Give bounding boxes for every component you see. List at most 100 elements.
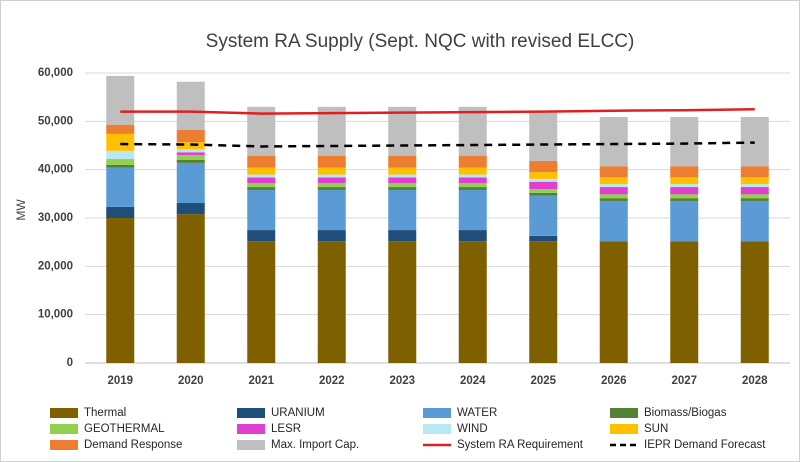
y-tick-label: 40,000	[38, 164, 73, 176]
bar-segment	[317, 177, 346, 184]
bar-segment	[458, 241, 487, 363]
y-tick-label: 30,000	[38, 212, 73, 224]
bar-segment	[670, 166, 699, 178]
bar-segment	[529, 112, 558, 161]
x-tick-label: 2023	[389, 375, 415, 387]
bar-segment	[740, 194, 769, 199]
bar-segment	[670, 184, 699, 188]
bar-segment	[106, 150, 135, 160]
bar-segment	[388, 241, 417, 363]
bar-segment	[106, 167, 135, 207]
bar-segment	[599, 177, 628, 185]
y-tick-label: 50,000	[38, 115, 73, 127]
bar-segment	[529, 181, 558, 189]
bar-segment	[317, 174, 346, 178]
bar-segment	[106, 206, 135, 218]
bar-segment	[317, 187, 346, 190]
bar-segment	[740, 184, 769, 188]
bar-segment	[247, 174, 276, 178]
bar-segment	[599, 166, 628, 178]
x-tick-label: 2025	[530, 375, 556, 387]
bar-segment	[106, 124, 135, 134]
bar-segment	[458, 189, 487, 231]
bar-segment	[388, 230, 417, 242]
legend-swatch	[50, 424, 78, 434]
bar-segment	[176, 160, 205, 163]
x-tick-label: 2027	[671, 375, 697, 387]
bar-segment	[458, 187, 487, 190]
bar-segment	[176, 152, 205, 156]
legend-label: Max. Import Cap.	[271, 439, 359, 451]
legend-label: URANIUM	[271, 407, 325, 419]
bar-segment	[317, 189, 346, 231]
x-tick-label: 2022	[319, 375, 345, 387]
bar-segment	[388, 189, 417, 231]
legend-label: GEOTHERMAL	[84, 423, 165, 435]
y-tick-label: 60,000	[38, 67, 73, 79]
bar-segment	[106, 75, 135, 125]
bar-segment	[317, 230, 346, 242]
bar-segment	[599, 184, 628, 188]
x-tick-label: 2026	[601, 375, 627, 387]
bar-segment	[458, 177, 487, 184]
legend-swatch	[237, 440, 265, 450]
legend-swatch	[423, 424, 451, 434]
chart-title: System RA Supply (Sept. NQC with revised…	[206, 31, 635, 52]
legend-label: Biomass/Biogas	[644, 407, 727, 419]
x-tick-label: 2019	[107, 375, 133, 387]
bar-segment	[670, 201, 699, 242]
bar-segment	[247, 187, 276, 190]
bar-segment	[247, 189, 276, 231]
bar-segment	[670, 116, 699, 167]
y-tick-label: 10,000	[38, 309, 73, 321]
bar-segment	[599, 116, 628, 167]
bar-segment	[317, 183, 346, 188]
x-tick-label: 2024	[460, 375, 486, 387]
bar-segment	[458, 174, 487, 178]
bar-segment	[529, 241, 558, 363]
bar-segment	[458, 183, 487, 188]
bar-segment	[529, 189, 558, 193]
legend-label: System RA Requirement	[457, 439, 584, 451]
bar-segment	[740, 187, 769, 195]
legend-label: Demand Response	[84, 439, 182, 451]
legend-swatch	[423, 408, 451, 418]
bar-segment	[247, 241, 276, 363]
bar-segment	[529, 235, 558, 242]
bar-segment	[740, 198, 769, 202]
y-axis-label: MW	[14, 199, 28, 221]
x-tick-label: 2021	[248, 375, 274, 387]
bar-segment	[599, 201, 628, 242]
legend-label: SUN	[644, 423, 668, 435]
bar-segment	[176, 130, 205, 143]
bar-segment	[176, 81, 205, 131]
bar-segment	[176, 149, 205, 153]
bar-segment	[740, 166, 769, 178]
bar-segment	[247, 155, 276, 168]
legend-label: WATER	[457, 407, 497, 419]
bar-segment	[247, 183, 276, 188]
bar-segment	[670, 198, 699, 202]
bar-segment	[388, 174, 417, 178]
bar-segment	[106, 218, 135, 363]
bar-segment	[388, 106, 417, 156]
bar-segment	[247, 230, 276, 242]
bar-segment	[458, 155, 487, 168]
legend-swatch	[237, 424, 265, 434]
legend-label: IEPR Demand Forecast	[644, 439, 766, 451]
bar-segment	[529, 172, 558, 179]
bar-segment	[599, 194, 628, 199]
bar-segment	[106, 164, 135, 168]
bar-segment	[529, 192, 558, 196]
bar-segment	[388, 177, 417, 184]
bar-segment	[458, 106, 487, 156]
legend-swatch	[50, 440, 78, 450]
x-tick-label: 2020	[178, 375, 204, 387]
bar-segment	[458, 167, 487, 175]
line-series	[120, 108, 755, 115]
bar-segment	[106, 159, 135, 165]
legend-swatch	[237, 408, 265, 418]
bar-segment	[388, 167, 417, 175]
legend-label: LESR	[271, 423, 301, 435]
